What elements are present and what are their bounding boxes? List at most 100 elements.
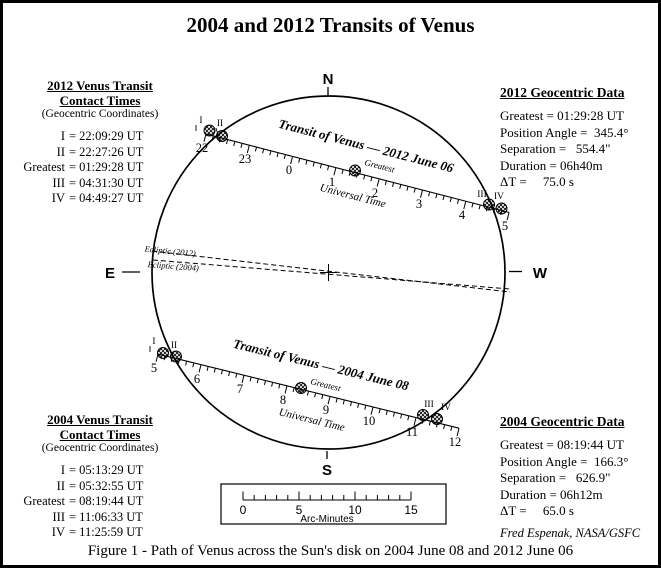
contact-row: I = 05:13:29 UT bbox=[15, 463, 185, 479]
geocentric-data-line: Separation = 626.9" bbox=[500, 470, 611, 485]
geocentric-2004-lines: Greatest = 08:19:44 UT Position Angle = … bbox=[500, 437, 658, 520]
scale-tick-label: 5 bbox=[296, 503, 303, 517]
contact-row-label: III bbox=[52, 509, 66, 524]
hour-label: 4 bbox=[459, 208, 466, 222]
hour-label: 7 bbox=[237, 382, 243, 396]
contact-row-label: II bbox=[56, 144, 65, 159]
contact-times-2004-block: 2004 Venus Transit Contact Times (Geocen… bbox=[15, 412, 185, 541]
transit-2012-ticks bbox=[203, 133, 510, 221]
geocentric-data-line: Duration = 06h12m bbox=[500, 486, 603, 502]
contact-label: IV bbox=[494, 192, 504, 202]
contact-row: III = 11:06:33 UT bbox=[15, 510, 185, 526]
transit-2004-axis-label: Universal Time bbox=[277, 406, 346, 434]
figure-caption: Figure 1 - Path of Venus across the Sun'… bbox=[87, 543, 574, 559]
contact-row-label: I bbox=[60, 462, 65, 477]
compass-east-label: E bbox=[105, 265, 115, 282]
compass-ticks bbox=[122, 87, 522, 459]
contact-row-value: = 22:27:26 UT bbox=[69, 144, 144, 159]
ecliptic-2004-line bbox=[152, 259, 511, 290]
contact-leaders-2004 bbox=[149, 346, 172, 356]
venus-disks-2004 bbox=[157, 347, 443, 425]
scale-tick-label: 15 bbox=[404, 503, 418, 517]
venus-contact4-2012 bbox=[495, 202, 508, 215]
compass-south-label: S bbox=[322, 462, 332, 479]
contact-times-2012-subheading: (Geocentric Coordinates) bbox=[41, 108, 159, 121]
venus-contact4-2004 bbox=[431, 413, 443, 425]
page-title: 2004 and 2012 Transits of Venus bbox=[186, 13, 475, 37]
geocentric-data-line: Duration = 06h40m bbox=[500, 157, 603, 173]
geocentric-2012-lines: Greatest = 01:29:28 UT Position Angle = … bbox=[500, 108, 658, 191]
contact-row-label: I bbox=[60, 128, 65, 143]
contact-row-value: = 22:09:29 UT bbox=[69, 128, 144, 143]
contact-label: I bbox=[152, 337, 155, 347]
contact-row-value: = 11:06:33 UT bbox=[69, 509, 143, 524]
sun-disk bbox=[151, 95, 506, 450]
contact-row-value: = 05:32:55 UT bbox=[69, 478, 144, 493]
contact-row: II = 05:32:55 UT bbox=[15, 479, 185, 495]
ecliptic-2004-label: Ecliptic (2004) bbox=[146, 259, 199, 273]
contact-times-2004-rows: I = 05:13:29 UT II = 05:32:55 UT Greatest =… bbox=[15, 463, 185, 541]
contact-label: I bbox=[199, 116, 202, 126]
contact-row-value: = 11:25:59 UT bbox=[69, 525, 143, 540]
scale-tick-label: 0 bbox=[240, 503, 247, 517]
contact-times-2012-heading2: Contact Times bbox=[59, 92, 141, 108]
hour-label: 5 bbox=[151, 361, 157, 375]
geocentric-data-line: Position Angle = 166.3° bbox=[500, 453, 629, 469]
geocentric-data-line: Position Angle = 345.4° bbox=[500, 124, 629, 140]
hour-label: 12 bbox=[449, 435, 462, 449]
hour-label: 8 bbox=[280, 393, 286, 407]
venus-contact3-2012 bbox=[483, 198, 495, 211]
transit-diagram: N S E W Ecliptic (2012) Ecliptic (2004) … bbox=[105, 71, 548, 525]
contact-label: II bbox=[217, 119, 223, 129]
geocentric-data-line: Greatest = 08:19:44 UT bbox=[500, 437, 624, 452]
contact-row: Greatest = 08:19:44 UT bbox=[15, 494, 185, 510]
geocentric-data-line: ΔT = 75.0 s bbox=[500, 174, 574, 189]
transit-2004-greatest-label: Greatest bbox=[310, 376, 343, 393]
contact-times-2004-heading2: Contact Times bbox=[59, 426, 141, 442]
venus-disks-2012 bbox=[203, 124, 508, 215]
contact-row: III = 04:31:30 UT bbox=[15, 176, 185, 192]
compass-west-label: W bbox=[533, 265, 548, 282]
venus-greatest-2004 bbox=[295, 382, 307, 394]
ecliptic-2012-line bbox=[151, 250, 511, 293]
contact-times-2012-rows: I = 22:09:29 UT II = 22:27:26 UT Greatest =… bbox=[15, 129, 185, 207]
author-credit: Fred Espenak, NASA/GSFC bbox=[500, 525, 641, 540]
geocentric-2004-heading: 2004 Geocentric Data bbox=[500, 414, 625, 429]
geocentric-data-line: Greatest = 01:29:28 UT bbox=[500, 108, 624, 123]
hour-label: 9 bbox=[323, 403, 329, 417]
scale-tick-label: 10 bbox=[348, 503, 362, 517]
contact-row-label: III bbox=[52, 175, 66, 190]
contact-label: IV bbox=[441, 403, 451, 413]
contact-row: I = 22:09:29 UT bbox=[15, 129, 185, 145]
contact-row-label: Greatest bbox=[23, 160, 65, 175]
contact-row: II = 22:27:26 UT bbox=[15, 145, 185, 161]
ecliptic-2012-label: Ecliptic (2012) bbox=[143, 243, 196, 258]
venus-contact3-2004 bbox=[417, 409, 429, 421]
scale-bar-box bbox=[220, 483, 447, 525]
contact-row-label: IV bbox=[51, 191, 65, 206]
contact-row-value: = 01:29:28 UT bbox=[69, 160, 144, 175]
contact-times-2004-subheading: (Geocentric Coordinates) bbox=[41, 442, 159, 455]
hour-label: 23 bbox=[239, 152, 252, 166]
hour-label: 2 bbox=[372, 186, 378, 200]
contact-row-label: II bbox=[56, 478, 65, 493]
scale-unit-label: Arc-Minutes bbox=[300, 514, 353, 525]
contact-row: Greatest = 01:29:28 UT bbox=[15, 160, 185, 176]
contact-row-value: = 08:19:44 UT bbox=[69, 494, 144, 509]
geocentric-data-line: Separation = 554.4" bbox=[500, 141, 611, 156]
sun-center-cross bbox=[320, 264, 337, 281]
contact-label: III bbox=[477, 190, 487, 200]
hour-label: 22 bbox=[196, 141, 209, 155]
hour-label: 3 bbox=[416, 197, 422, 211]
geocentric-2004-block: 2004 Geocentric Data Greatest = 08:19:44… bbox=[500, 414, 658, 541]
venus-contact1-2004 bbox=[157, 347, 169, 359]
hour-label: 5 bbox=[502, 219, 508, 233]
scale-bar-ticks bbox=[242, 491, 412, 500]
contact-row-value: = 05:13:29 UT bbox=[69, 462, 144, 477]
compass-north-label: N bbox=[323, 71, 334, 88]
contact-row-label: IV bbox=[51, 525, 65, 540]
contact-label: III bbox=[424, 400, 434, 410]
contact-row-value: = 04:31:30 UT bbox=[69, 175, 144, 190]
contact-row: IV = 04:49:27 UT bbox=[15, 191, 185, 207]
